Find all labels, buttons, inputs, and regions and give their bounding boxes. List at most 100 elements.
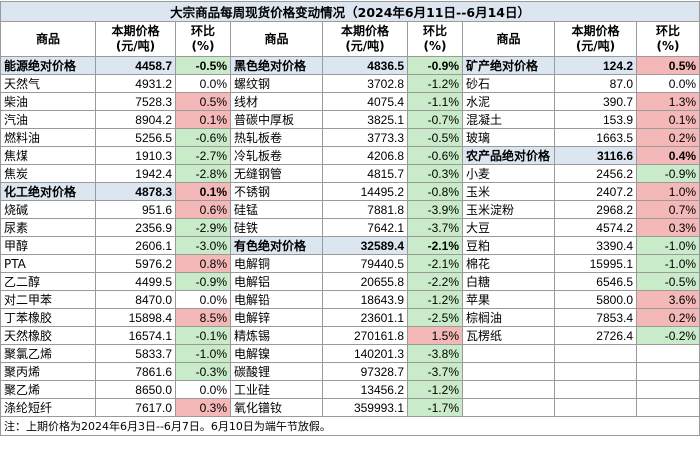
change: 1.5% [407, 326, 463, 345]
commodity-name: 化工绝对价格 [0, 182, 96, 201]
price: 4458.7 [95, 56, 176, 75]
commodity-name: 普碳中厚板 [230, 110, 323, 129]
empty-cell [462, 398, 555, 417]
data-row: PTA 5976.2 0.8% 电解铜 79440.5 -2.1% 棉花 15995.1 -1.… [0, 254, 700, 273]
change: -2.1% [407, 236, 463, 255]
price: 4574.2 [554, 218, 637, 237]
price: 4931.2 [95, 74, 176, 93]
change: -2.9% [175, 218, 231, 237]
change: 0.0% [175, 290, 231, 309]
commodity-name: 瓦楞纸 [462, 326, 555, 345]
commodity-name: 线材 [230, 92, 323, 111]
price: 2407.2 [554, 182, 637, 201]
change: -1.1% [407, 92, 463, 111]
header-name: 商品 [462, 21, 555, 57]
change: 0.8% [175, 254, 231, 273]
price: 8470.0 [95, 290, 176, 309]
price-table: 大宗商品每周现货价格变动情况（2024年6月11日--6月14日） 商品 本期价格… [0, 1, 700, 436]
data-row: 焦煤 1910.3 -2.7% 冷轧板卷 4206.8 -0.6% 农产品绝对价格 3116.… [0, 146, 700, 165]
commodity-name: 焦煤 [0, 146, 96, 165]
price: 7617.0 [95, 398, 176, 417]
commodity-name: 丁苯橡胶 [0, 308, 96, 327]
commodity-name: 豆粕 [462, 236, 555, 255]
commodity-name: 汽油 [0, 110, 96, 129]
commodity-name: 天然气 [0, 74, 96, 93]
commodity-name: 大豆 [462, 218, 555, 237]
price: 1910.3 [95, 146, 176, 165]
commodity-name: 棉花 [462, 254, 555, 273]
price: 8904.2 [95, 110, 176, 129]
price: 3116.6 [554, 146, 637, 165]
change: -2.2% [407, 272, 463, 291]
commodity-name: 玻璃 [462, 128, 555, 147]
price: 3702.8 [322, 74, 408, 93]
commodity-name: 燃料油 [0, 128, 96, 147]
header-change-line: 环比 [656, 24, 681, 38]
data-row: 尿素 2356.9 -2.9% 硅铁 7642.1 -3.7% 大豆 4574.2 0.3% [0, 218, 700, 237]
data-row: 丁苯橡胶 15898.4 8.5% 电解锌 23601.1 -2.5% 棕榈油 7853.4 0… [0, 308, 700, 327]
data-row: 汽油 8904.2 0.1% 普碳中厚板 3825.1 -0.7% 混凝土 153.9 0.1% [0, 110, 700, 129]
price: 7861.6 [95, 362, 176, 381]
commodity-name: 精炼锡 [230, 326, 323, 345]
change: 0.0% [175, 380, 231, 399]
header-price-line: 本期价格 [340, 24, 389, 38]
change: -1.2% [407, 74, 463, 93]
price: 3773.3 [322, 128, 408, 147]
data-row: 聚丙烯 7861.6 -0.3% 碳酸锂 97328.7 -3.7% [0, 362, 700, 381]
price: 16574.1 [95, 326, 176, 345]
data-row: 聚乙烯 8650.0 0.0% 工业硅 13456.2 -1.2% [0, 380, 700, 399]
change: -1.0% [635, 236, 700, 255]
header-price-unit: (元/吨) [115, 39, 156, 53]
commodity-name: 白糖 [462, 272, 555, 291]
data-row: 对二甲苯 8470.0 0.0% 电解铅 18643.9 -1.2% 苹果 5800.0 3.6… [0, 290, 700, 309]
commodity-name: 能源绝对价格 [0, 56, 96, 75]
empty-cell [462, 344, 555, 363]
empty-cell [635, 344, 700, 363]
change: -0.8% [407, 182, 463, 201]
change: -3.0% [175, 236, 231, 255]
change: -0.3% [407, 164, 463, 183]
change: 0.2% [635, 308, 700, 327]
change: 0.3% [635, 218, 700, 237]
empty-cell [635, 398, 700, 417]
commodity-name: 玉米 [462, 182, 555, 201]
price: 359993.1 [322, 398, 408, 417]
empty-cell [554, 398, 637, 417]
commodity-name: 天然橡胶 [0, 326, 96, 345]
commodity-name: 电解铝 [230, 272, 323, 291]
header-change-unit: (%) [423, 39, 447, 53]
change: 3.6% [635, 290, 700, 309]
price: 4499.5 [95, 272, 176, 291]
price: 7881.8 [322, 200, 408, 219]
commodity-name: 柴油 [0, 92, 96, 111]
table-note: 注：上期价格为2024年6月3日--6月7日。6月10日为端午节放假。 [0, 416, 700, 436]
header-change: 环比 (%) [407, 21, 463, 57]
commodity-name: 焦炭 [0, 164, 96, 183]
change: 0.1% [175, 110, 231, 129]
commodity-name: 聚乙烯 [0, 380, 96, 399]
change: -1.0% [175, 344, 231, 363]
commodity-name: 涤纶短纤 [0, 398, 96, 417]
commodity-name: 无缝钢管 [230, 164, 323, 183]
change: -0.9% [175, 272, 231, 291]
empty-cell [635, 362, 700, 381]
change: -0.6% [407, 146, 463, 165]
change: -0.7% [407, 110, 463, 129]
commodity-name: 聚丙烯 [0, 362, 96, 381]
price: 13456.2 [322, 380, 408, 399]
change: 0.4% [635, 146, 700, 165]
change: -1.2% [407, 380, 463, 399]
commodity-name: 热轧板卷 [230, 128, 323, 147]
change: -2.8% [175, 164, 231, 183]
price: 7642.1 [322, 218, 408, 237]
price: 87.0 [554, 74, 637, 93]
header-name: 商品 [0, 21, 96, 57]
header-change-unit: (%) [191, 39, 215, 53]
header-price: 本期价格 (元/吨) [95, 21, 176, 57]
header-price-line: 本期价格 [571, 24, 620, 38]
change: 0.5% [635, 56, 700, 75]
commodity-name: 水泥 [462, 92, 555, 111]
header-price: 本期价格 (元/吨) [322, 21, 408, 57]
commodity-name: 苹果 [462, 290, 555, 309]
